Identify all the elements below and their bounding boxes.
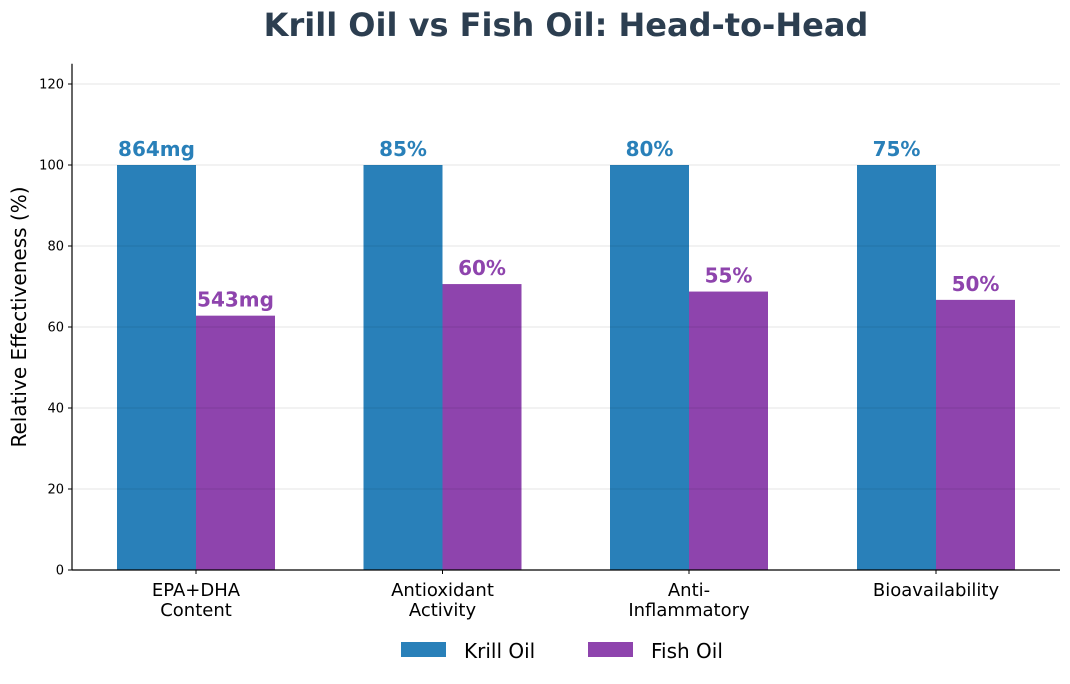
- y-tick-label: 40: [47, 402, 64, 417]
- x-tick-label: Bioavailability: [873, 580, 1000, 601]
- y-tick-label: 100: [39, 159, 64, 174]
- bar-krill-oil: [857, 165, 936, 570]
- data-label: 60%: [458, 256, 506, 280]
- bar-krill-oil: [610, 165, 689, 570]
- bar-krill-oil: [363, 165, 443, 570]
- legend-swatch: [401, 642, 446, 657]
- legend-label: Fish Oil: [651, 639, 723, 663]
- legend-swatch: [588, 642, 633, 657]
- bar-krill-oil: [117, 165, 196, 570]
- data-label: 50%: [952, 272, 1000, 296]
- chart-title: Krill Oil vs Fish Oil: Head-to-Head: [264, 6, 869, 44]
- y-tick-label: 120: [39, 78, 64, 93]
- data-label: 85%: [379, 137, 427, 161]
- bar-fish-oil: [689, 291, 768, 570]
- y-axis-label: Relative Effectiveness (%): [7, 186, 31, 447]
- bar-fish-oil: [196, 315, 275, 570]
- data-label: 75%: [873, 137, 921, 161]
- x-tick-label: EPA+DHA: [152, 580, 241, 601]
- data-label: 543mg: [197, 288, 274, 312]
- data-label: 864mg: [118, 137, 195, 161]
- y-tick-label: 0: [56, 564, 64, 579]
- y-tick-label: 60: [47, 321, 64, 336]
- y-tick-label: 80: [47, 240, 64, 255]
- data-label: 55%: [705, 264, 753, 288]
- x-tick-label: Inflammatory: [628, 600, 750, 621]
- legend-label: Krill Oil: [464, 639, 535, 663]
- x-tick-label: Activity: [409, 600, 477, 621]
- data-label: 80%: [626, 137, 674, 161]
- x-tick-label: Content: [160, 600, 232, 621]
- y-tick-label: 20: [47, 483, 64, 498]
- x-tick-label: Anti-: [668, 580, 710, 601]
- bar-fish-oil: [442, 284, 522, 570]
- bar-fish-oil: [936, 299, 1015, 570]
- x-tick-label: Antioxidant: [391, 580, 494, 601]
